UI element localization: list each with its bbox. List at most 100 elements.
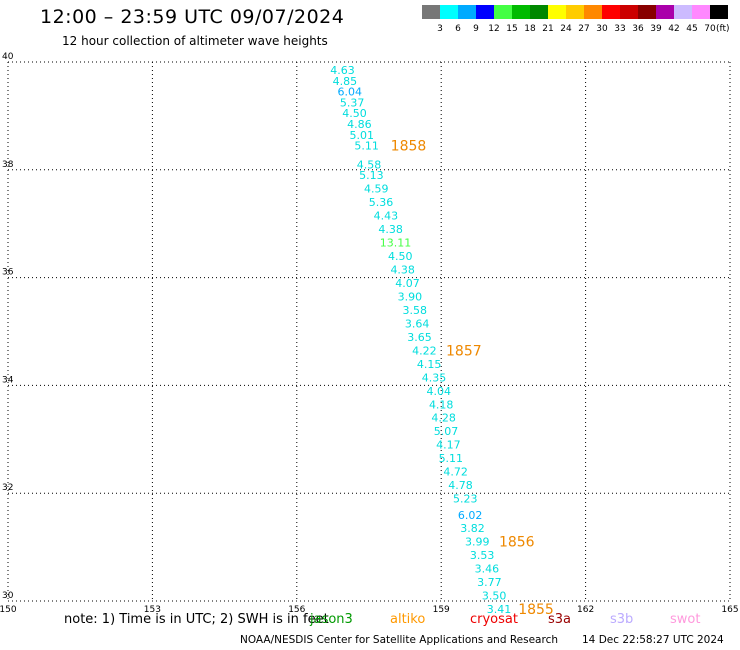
swh-value-label: 5.11 — [354, 140, 379, 153]
legend-swatch — [530, 5, 548, 19]
legend-swatch — [584, 5, 602, 19]
swh-value-label: 3.65 — [407, 331, 432, 344]
legend-swatch — [548, 5, 566, 19]
legend-label: 45 — [686, 24, 698, 34]
swh-value-label: 3.90 — [398, 290, 423, 303]
swh-value-label: 3.77 — [477, 576, 502, 589]
latitude-tick-label: 30 — [2, 591, 14, 601]
satellite-altiko: altiko — [390, 612, 426, 627]
swh-value-label: 4.15 — [417, 358, 442, 371]
swh-value-label: 3.53 — [470, 549, 495, 562]
swh-value-label: 4.50 — [388, 250, 413, 263]
swh-value-label: 3.58 — [402, 304, 427, 317]
swh-value-label: 4.78 — [448, 479, 473, 492]
pass-time-label: 1857 — [446, 343, 482, 359]
swh-value-label: 4.35 — [422, 371, 447, 384]
legend-label: 15 — [506, 24, 518, 34]
swh-value-label: 4.50 — [342, 107, 367, 120]
latitude-tick-label: 36 — [2, 268, 14, 278]
swh-value-label: 6.02 — [458, 509, 483, 522]
legend-swatch — [710, 5, 728, 19]
map-title: 12:00 – 23:59 UTC 09/07/2024 — [40, 6, 345, 28]
legend-swatch — [494, 5, 512, 19]
swh-value-label: 3.64 — [405, 317, 430, 330]
swh-value-label: 6.04 — [337, 86, 362, 99]
legend-swatch — [602, 5, 620, 19]
legend-unit: (ft) — [716, 24, 730, 34]
swh-value-label: 4.18 — [429, 398, 454, 411]
pass-time-label: 1855 — [518, 602, 554, 618]
legend-swatch — [656, 5, 674, 19]
longitude-tick-label: 162 — [577, 605, 594, 615]
swh-value-label: 4.85 — [333, 75, 358, 88]
legend-swatch — [620, 5, 638, 19]
legend-label: 36 — [632, 24, 644, 34]
swh-value-label: 5.36 — [369, 196, 394, 209]
satellite-s3b: s3b — [610, 612, 634, 627]
legend-label: 18 — [524, 24, 536, 34]
swh-value-label: 4.72 — [443, 466, 468, 479]
swh-value-label: 4.17 — [436, 439, 461, 452]
satellite-cryosat: cryosat — [470, 612, 518, 627]
satellite-swot: swot — [670, 612, 701, 627]
legend-label: 27 — [578, 24, 590, 34]
longitude-tick-label: 159 — [433, 605, 450, 615]
satellite-jason3: jason3 — [310, 612, 353, 627]
swh-value-label: 5.07 — [434, 425, 459, 438]
swh-value-label: 5.01 — [350, 129, 375, 142]
swh-value-label: 4.38 — [390, 264, 415, 277]
longitude-tick-label: 165 — [721, 605, 738, 615]
legend-label: 9 — [473, 24, 479, 34]
legend-swatch — [458, 5, 476, 19]
swh-value-label: 4.43 — [374, 210, 399, 223]
legend-swatch — [692, 5, 710, 19]
legend-swatch — [422, 5, 440, 19]
legend-swatch — [476, 5, 494, 19]
latitude-tick-label: 38 — [2, 160, 14, 170]
swh-value-label: 5.37 — [340, 96, 365, 109]
swh-value-label: 4.86 — [347, 118, 372, 131]
generated-timestamp: 14 Dec 22:58:27 UTC 2024 — [582, 634, 724, 646]
legend-swatch — [440, 5, 458, 19]
swh-value-label: 3.99 — [465, 536, 490, 549]
swh-value-label: 4.28 — [431, 412, 456, 425]
legend-label: 30 — [596, 24, 608, 34]
latitude-tick-label: 40 — [2, 52, 14, 62]
map-subtitle: 12 hour collection of altimeter wave hei… — [62, 34, 328, 48]
satellite-s3a: s3a — [548, 612, 572, 627]
legend-label: 21 — [542, 24, 554, 34]
legend-swatch — [638, 5, 656, 19]
swh-value-label: 4.04 — [427, 385, 452, 398]
latitude-tick-label: 32 — [2, 483, 13, 493]
longitude-tick-label: 150 — [0, 605, 17, 615]
latitude-tick-label: 34 — [2, 375, 14, 385]
legend-label: 12 — [488, 24, 500, 34]
swh-value-label: 4.22 — [412, 344, 437, 357]
footer-note: note: 1) Time is in UTC; 2) SWH is in fe… — [64, 612, 329, 627]
swh-value-label: 3.46 — [475, 563, 500, 576]
credit-line: NOAA/NESDIS Center for Satellite Applica… — [240, 634, 558, 646]
pass-time-label: 1858 — [391, 139, 427, 155]
legend-label: 6 — [455, 24, 461, 34]
legend-label: 24 — [560, 24, 572, 34]
pass-time-label: 1856 — [499, 535, 535, 551]
swh-value-label: 4.58 — [357, 158, 382, 171]
longitude-tick-label: 153 — [144, 605, 161, 615]
longitude-tick-label: 156 — [288, 605, 305, 615]
legend-label: 39 — [650, 24, 662, 34]
legend-label: 70 — [704, 24, 716, 34]
legend-label: 42 — [668, 24, 680, 34]
legend-label: 3 — [437, 24, 443, 34]
swh-value-label: 3.41 — [487, 603, 512, 616]
swh-value-label: 5.23 — [453, 493, 478, 506]
swh-value-label: 3.50 — [482, 590, 507, 603]
swh-value-label: 4.07 — [395, 277, 420, 290]
swh-value-label: 4.63 — [330, 64, 355, 77]
swh-value-label: 5.11 — [439, 452, 464, 465]
legend-swatch — [566, 5, 584, 19]
legend-swatch — [674, 5, 692, 19]
swh-value-label: 5.13 — [359, 169, 384, 182]
swh-value-label: 4.38 — [378, 223, 403, 236]
swh-value-label: 4.59 — [364, 183, 389, 196]
